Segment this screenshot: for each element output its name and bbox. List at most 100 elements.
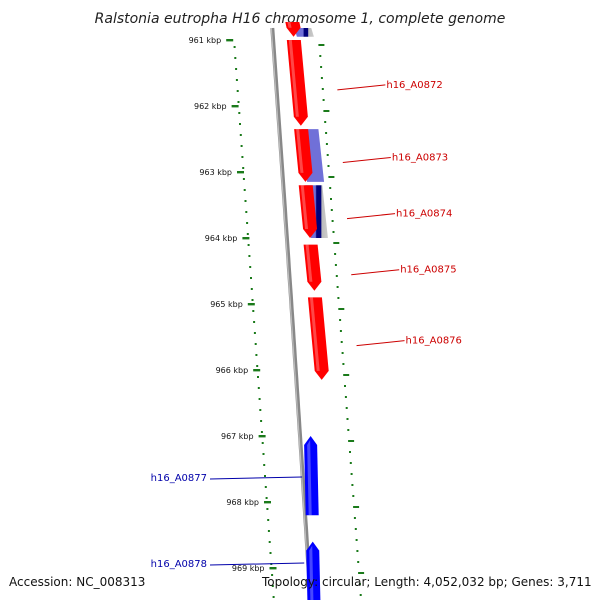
gene-label-leader (342, 157, 391, 163)
ring-dot (259, 409, 262, 411)
gene-label[interactable]: h16_A0877 (151, 473, 207, 484)
ring-dot (257, 376, 259, 378)
topology-text: Topology: circular; Length: 4,052,032 bp… (262, 575, 592, 589)
gene-label-leader (337, 84, 386, 91)
ring-dot (271, 585, 274, 587)
ring-dot (325, 132, 328, 134)
ring-dot (235, 79, 238, 81)
gene-label[interactable]: h16_A0875 (400, 265, 456, 276)
ring-dot (235, 68, 238, 70)
gene-arrow[interactable] (298, 185, 318, 238)
ring-dot (323, 110, 330, 112)
ring-dot (263, 464, 266, 466)
gene-arrow-shine (309, 545, 314, 600)
ring-dot (334, 264, 337, 266)
ring-dot (334, 253, 337, 255)
ring-dot (240, 145, 243, 147)
ring-dot (245, 211, 248, 213)
ring-dot (353, 506, 360, 508)
gene-label[interactable]: h16_A0872 (386, 80, 442, 91)
ring-dot (359, 594, 362, 596)
ring-dot (264, 475, 266, 477)
gene-arrow[interactable] (303, 244, 322, 291)
ring-dot (321, 88, 324, 90)
ring-dot (341, 352, 344, 354)
ring-dot (255, 354, 258, 356)
gene-arrow[interactable] (306, 541, 321, 600)
gene-arrow[interactable] (307, 297, 329, 380)
gene-label[interactable]: h16_A0878 (151, 559, 207, 570)
gene-arrow[interactable] (294, 129, 313, 182)
gene-arrow-shine (300, 185, 309, 229)
ring-dot (251, 299, 254, 301)
ring-dot (257, 387, 260, 389)
tick-mark (253, 369, 261, 372)
tick-label: 963 kbp (199, 168, 232, 177)
ring-dot (250, 288, 253, 290)
feature-bar[interactable] (294, 28, 314, 37)
ring-dot (352, 495, 355, 497)
ring-dot (320, 77, 323, 79)
ring-dot (355, 539, 358, 541)
ring-dot (248, 255, 251, 257)
ring-dot (264, 486, 267, 488)
ring-dot (320, 66, 323, 68)
ring-dot (333, 242, 340, 244)
ring-dot (247, 244, 250, 246)
ring-dot (343, 374, 350, 376)
accession-text: Accession: NC_008313 (9, 575, 146, 589)
tick-label: 966 kbp (216, 366, 249, 375)
ring-dot (337, 297, 340, 299)
ring-dot (336, 286, 339, 288)
ring-dot (258, 398, 261, 400)
ring-dot (256, 365, 259, 367)
ring-dot (349, 462, 352, 464)
ring-dot (339, 319, 342, 321)
ring-dot (319, 55, 322, 57)
ring-dot (246, 233, 249, 235)
ring-dot (356, 550, 359, 552)
ring-dot (233, 46, 236, 48)
tick-mark (269, 567, 277, 570)
ring-dot (328, 176, 335, 178)
ring-dot (331, 220, 334, 222)
gene-arrow-shine (287, 22, 292, 28)
gene-track (285, 22, 329, 600)
ring-dot (254, 343, 257, 345)
gene-arrow-shine (305, 244, 313, 282)
tick-mark (247, 303, 255, 306)
ring-dot (243, 189, 246, 191)
ring-dot (241, 156, 244, 158)
ring-dot (342, 363, 345, 365)
gene-arrow-shine (296, 129, 304, 173)
tick-mark (242, 237, 250, 240)
tick-label: 969 kbp (232, 564, 265, 573)
dotted-ring-track (233, 44, 365, 598)
map-title: Ralstonia eutropha H16 chromosome 1, com… (95, 11, 506, 27)
gene-arrow[interactable] (285, 22, 301, 37)
ring-dot (350, 473, 353, 475)
ring-dot (271, 574, 274, 576)
gene-label[interactable]: h16_A0873 (392, 153, 448, 164)
tick-label: 962 kbp (194, 102, 227, 111)
gene-label[interactable]: h16_A0876 (406, 336, 462, 347)
ring-dot (324, 121, 327, 123)
ring-dot (253, 321, 256, 323)
ring-dot (234, 57, 237, 59)
ring-dot (249, 266, 252, 268)
ring-dot (260, 420, 263, 422)
ring-dot (268, 541, 271, 543)
gene-arrow[interactable] (286, 40, 308, 126)
gene-arrow[interactable] (304, 436, 319, 516)
gene-arrow-shine (307, 440, 312, 516)
gene-label-leader (209, 476, 303, 480)
ring-dot (345, 407, 348, 409)
ring-dot (354, 528, 357, 530)
ring-dot (242, 167, 245, 169)
ring-dot (357, 561, 360, 563)
tick-mark (264, 501, 271, 504)
ring-dot (272, 596, 275, 598)
ring-dot (239, 134, 242, 136)
gene-label[interactable]: h16_A0874 (396, 209, 452, 220)
